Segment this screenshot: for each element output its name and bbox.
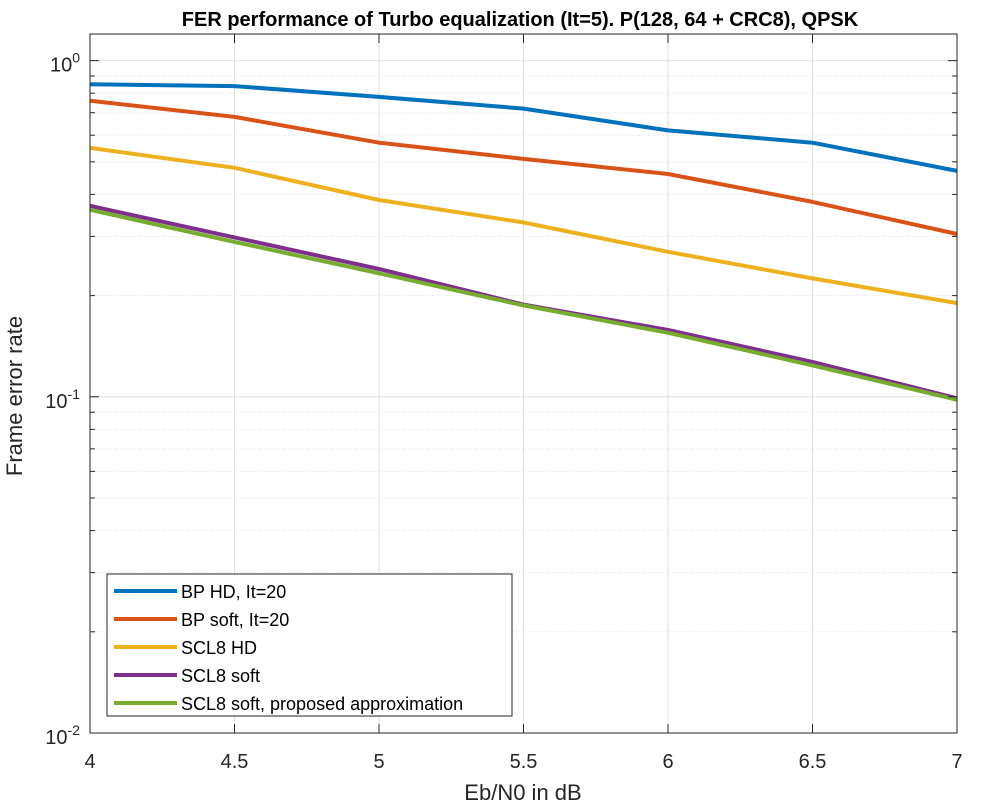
y-tick-base: 10: [45, 391, 67, 413]
axis-ticks: [89, 34, 958, 734]
series-line-1: [89, 82, 958, 173]
series-line-3: [89, 145, 958, 306]
chart-title: FER performance of Turbo equalization (I…: [182, 9, 859, 31]
y-tick-exponent: 0: [72, 50, 80, 66]
series-layer: [89, 82, 958, 402]
y-tick-base: 10: [45, 727, 67, 749]
y-tick-exponent: -2: [68, 722, 81, 738]
y-tick-exponent: -1: [68, 386, 81, 402]
x-tick-label: 7: [951, 751, 962, 773]
x-tick-label: 4.5: [221, 751, 249, 773]
x-axis-label: Eb/N0 in dB: [464, 780, 581, 805]
y-axis-label: Frame error rate: [2, 316, 27, 476]
x-tick-label: 5.5: [510, 751, 538, 773]
legend: BP HD, It=20 BP soft, It=20 SCL8 HD SCL8 so…: [106, 573, 513, 717]
legend-label: BP HD, It=20: [181, 582, 286, 602]
y-tick-label: 100: [50, 50, 80, 77]
x-tick-label: 5: [373, 751, 384, 773]
x-tick-labels: 4 4.5 5 5.5 6 6.5 7: [84, 751, 962, 773]
y-tick-label: 10-1: [45, 386, 80, 413]
y-tick-base: 10: [50, 55, 72, 77]
legend-label: SCL8 soft: [181, 666, 260, 686]
series-line-5: [89, 207, 958, 402]
x-tick-label: 6.5: [799, 751, 827, 773]
legend-label: BP soft, It=20: [181, 610, 289, 630]
series-line-2: [89, 98, 958, 236]
legend-label: SCL8 soft, proposed approximation: [181, 694, 463, 714]
x-tick-label: 6: [662, 751, 673, 773]
legend-label: SCL8 HD: [181, 638, 257, 658]
x-tick-label: 4: [84, 751, 95, 773]
y-tick-label: 10-2: [45, 722, 80, 749]
